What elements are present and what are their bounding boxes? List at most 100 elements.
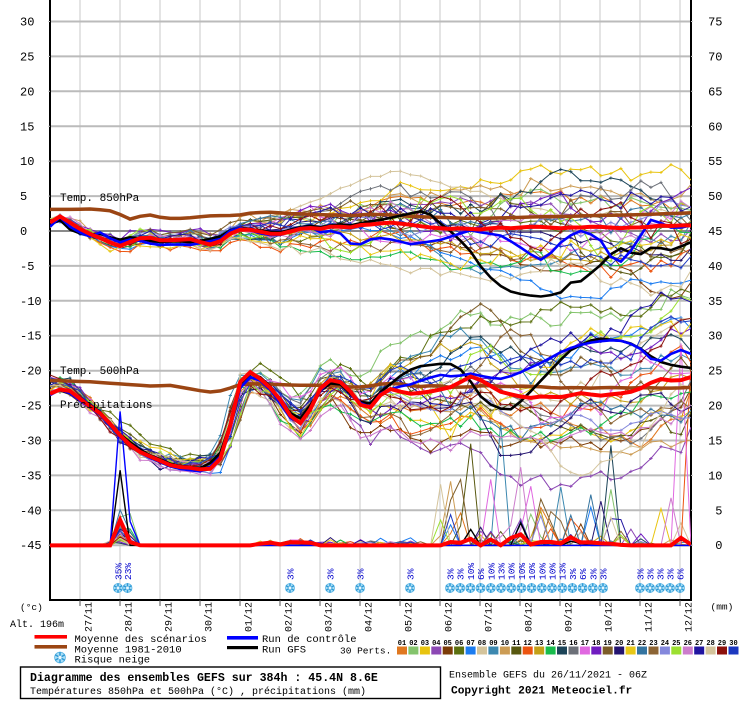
svg-text:-10: -10 <box>20 295 42 309</box>
svg-text:29: 29 <box>718 640 726 648</box>
svg-text:Temp. 850hPa: Temp. 850hPa <box>60 193 140 205</box>
svg-text:75: 75 <box>708 16 722 30</box>
svg-text:07/12: 07/12 <box>484 602 496 632</box>
svg-text:20: 20 <box>615 640 623 648</box>
svg-text:3%: 3% <box>286 568 297 580</box>
svg-text:3%: 3% <box>599 568 610 580</box>
svg-text:5: 5 <box>20 190 27 204</box>
svg-text:05: 05 <box>443 640 451 648</box>
svg-text:21: 21 <box>626 640 634 648</box>
svg-text:15: 15 <box>708 435 722 449</box>
svg-text:27/11: 27/11 <box>84 602 96 632</box>
svg-text:-25: -25 <box>20 400 42 414</box>
svg-text:02: 02 <box>409 640 417 648</box>
svg-text:15: 15 <box>558 640 566 648</box>
svg-text:10: 10 <box>501 640 509 648</box>
svg-text:Run GFS: Run GFS <box>262 645 306 657</box>
svg-text:20: 20 <box>20 85 34 99</box>
svg-text:10%: 10% <box>517 563 528 580</box>
svg-text:Diagramme des ensembles GEFS s: Diagramme des ensembles GEFS sur 384h : … <box>30 672 378 685</box>
svg-text:40: 40 <box>708 260 722 274</box>
svg-text:19: 19 <box>603 640 611 648</box>
svg-text:30/11: 30/11 <box>204 602 216 632</box>
svg-text:65: 65 <box>708 85 722 99</box>
svg-text:13: 13 <box>535 640 543 648</box>
svg-text:15: 15 <box>20 120 34 134</box>
svg-text:Ensemble GEFS du 26/11/2021 -: Ensemble GEFS du 26/11/2021 - 06Z <box>449 670 647 682</box>
svg-text:-30: -30 <box>20 435 42 449</box>
svg-text:3%: 3% <box>446 568 457 580</box>
svg-text:3%: 3% <box>568 568 579 580</box>
svg-text:10%: 10% <box>486 563 497 580</box>
svg-text:08: 08 <box>478 640 486 648</box>
svg-text:13%: 13% <box>558 563 569 580</box>
svg-text:10%: 10% <box>507 563 518 580</box>
svg-text:(°c): (°c) <box>20 602 43 613</box>
svg-text:3%: 3% <box>356 568 367 580</box>
svg-text:08/12: 08/12 <box>524 602 536 632</box>
svg-text:-20: -20 <box>20 365 42 379</box>
svg-text:45: 45 <box>708 225 722 239</box>
svg-text:10%: 10% <box>537 563 548 580</box>
svg-text:3%: 3% <box>588 568 599 580</box>
svg-text:10%: 10% <box>466 563 477 580</box>
svg-text:0: 0 <box>715 539 722 553</box>
svg-text:35%: 35% <box>114 563 125 580</box>
svg-text:20: 20 <box>708 400 722 414</box>
svg-text:24: 24 <box>661 640 669 648</box>
svg-text:25: 25 <box>708 365 722 379</box>
svg-text:70: 70 <box>708 50 722 64</box>
svg-text:Temp. 500hPa: Temp. 500hPa <box>60 366 140 378</box>
svg-text:Risque neige: Risque neige <box>75 655 151 667</box>
svg-text:10/12: 10/12 <box>604 602 616 632</box>
svg-text:Copyright 2021 Meteociel.fr: Copyright 2021 Meteociel.fr <box>451 686 632 698</box>
svg-text:01/12: 01/12 <box>244 602 256 632</box>
svg-text:Moyenne 1981-2010: Moyenne 1981-2010 <box>75 645 182 657</box>
svg-text:30 Perts.: 30 Perts. <box>340 646 391 657</box>
svg-text:25: 25 <box>672 640 680 648</box>
svg-text:-5: -5 <box>20 260 34 274</box>
svg-text:28: 28 <box>706 640 714 648</box>
svg-text:Moyenne des scénarios: Moyenne des scénarios <box>75 634 207 646</box>
svg-text:02/12: 02/12 <box>284 602 296 632</box>
svg-text:16: 16 <box>569 640 577 648</box>
svg-text:18: 18 <box>592 640 600 648</box>
svg-text:6%: 6% <box>476 568 487 580</box>
svg-text:03: 03 <box>421 640 429 648</box>
svg-text:-45: -45 <box>20 539 42 553</box>
svg-text:11/12: 11/12 <box>644 602 656 632</box>
svg-text:07: 07 <box>466 640 474 648</box>
svg-text:05/12: 05/12 <box>404 602 416 632</box>
svg-text:27: 27 <box>695 640 703 648</box>
svg-text:04: 04 <box>432 640 440 648</box>
svg-text:3%: 3% <box>656 568 667 580</box>
svg-text:17: 17 <box>581 640 589 648</box>
svg-text:Run de contrôle: Run de contrôle <box>262 634 357 646</box>
svg-text:-35: -35 <box>20 469 42 483</box>
svg-text:3%: 3% <box>666 568 677 580</box>
svg-text:23%: 23% <box>123 563 134 580</box>
svg-text:3%: 3% <box>326 568 337 580</box>
svg-text:03/12: 03/12 <box>324 602 336 632</box>
svg-text:22: 22 <box>638 640 646 648</box>
svg-text:6%: 6% <box>578 568 589 580</box>
svg-text:-15: -15 <box>20 330 42 344</box>
svg-text:60: 60 <box>708 120 722 134</box>
svg-text:10: 10 <box>20 155 34 169</box>
svg-text:5: 5 <box>715 504 722 518</box>
svg-text:3%: 3% <box>406 568 417 580</box>
svg-text:3%: 3% <box>646 568 657 580</box>
svg-text:01: 01 <box>398 640 406 648</box>
svg-text:09: 09 <box>489 640 497 648</box>
svg-text:29/11: 29/11 <box>164 602 176 632</box>
svg-text:10%: 10% <box>548 563 559 580</box>
svg-text:6%: 6% <box>676 568 687 580</box>
svg-text:Alt. 196m: Alt. 196m <box>10 619 64 631</box>
svg-text:09/12: 09/12 <box>564 602 576 632</box>
svg-text:55: 55 <box>708 155 722 169</box>
svg-text:12: 12 <box>523 640 531 648</box>
svg-text:30: 30 <box>729 640 737 648</box>
svg-text:50: 50 <box>708 190 722 204</box>
svg-text:(mm): (mm) <box>711 602 734 613</box>
svg-text:06: 06 <box>455 640 463 648</box>
